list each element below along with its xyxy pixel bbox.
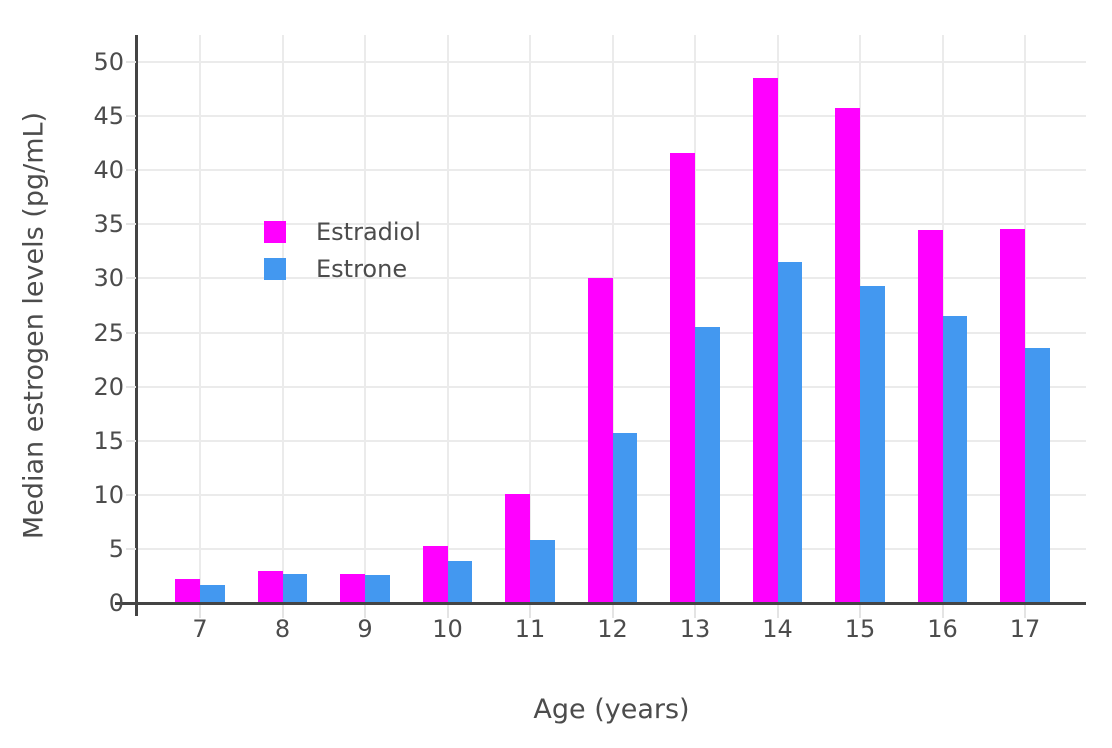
bar-estrone-age-11[interactable]: [530, 540, 555, 603]
y-tick-label-40: 40: [93, 156, 124, 185]
y-tick-label-0: 0: [108, 589, 124, 617]
bar-estradiol-age-11[interactable]: [505, 493, 530, 603]
y-tick-35: [126, 223, 136, 226]
legend-item-estrone[interactable]: Estrone: [264, 250, 421, 287]
bar-estradiol-age-8[interactable]: [257, 570, 283, 603]
gridline-x-11: [529, 35, 531, 603]
x-tick-17: [1024, 605, 1026, 618]
bar-estrone-age-14[interactable]: [777, 262, 803, 603]
x-tick-14: [776, 605, 779, 618]
x-tick-9: [364, 605, 366, 618]
x-tick-label-11: 11: [514, 615, 546, 643]
x-tick-label-17: 17: [1009, 615, 1041, 643]
x-tick-13: [694, 605, 696, 618]
bar-estrone-age-9[interactable]: [365, 574, 390, 603]
x-tick-label-12: 12: [597, 615, 628, 643]
gridline-x-17: [1024, 35, 1026, 603]
y-tick-label-45: 45: [93, 102, 124, 131]
bar-estrone-age-8[interactable]: [282, 573, 308, 603]
y-tick-label-30: 30: [93, 264, 124, 293]
y-tick-20: [126, 385, 136, 388]
y-tick-label-10: 10: [93, 480, 124, 509]
legend-label-estradiol: Estradiol: [316, 217, 421, 246]
bar-estradiol-age-15[interactable]: [835, 107, 860, 603]
y-tick-30: [126, 277, 136, 280]
x-tick-label-15: 15: [844, 615, 876, 643]
y-tick-45: [126, 115, 136, 118]
y-tick-label-50: 50: [93, 48, 124, 77]
x-tick-15: [859, 605, 861, 618]
bar-estrone-age-12[interactable]: [612, 433, 638, 603]
y-axis-title: Median estrogen levels (pg/mL): [18, 111, 50, 540]
y-tick-15: [126, 439, 136, 442]
estrone-swatch-icon: [264, 257, 286, 280]
gridline-x-10: [446, 35, 449, 603]
gridline-x-13: [694, 35, 696, 603]
gridline-x-8: [281, 35, 284, 603]
bar-estradiol-age-12[interactable]: [587, 278, 613, 603]
x-tick-label-8: 8: [274, 615, 291, 643]
x-tick-label-14: 14: [762, 615, 793, 643]
bar-estrone-age-7[interactable]: [200, 584, 225, 603]
y-tick-40: [126, 169, 136, 172]
bar-estrone-age-17[interactable]: [1025, 347, 1050, 603]
y-tick-5: [126, 547, 136, 550]
x-tick-label-16: 16: [927, 615, 958, 643]
bar-estradiol-age-10[interactable]: [422, 545, 448, 603]
x-axis-line: [115, 602, 1086, 605]
bar-estrone-age-10[interactable]: [447, 560, 473, 603]
bar-estradiol-age-9[interactable]: [340, 573, 365, 603]
y-tick-label-35: 35: [93, 210, 124, 239]
gridline-x-12: [611, 35, 614, 603]
y-tick-label-15: 15: [93, 426, 124, 455]
bar-estradiol-age-7[interactable]: [175, 579, 200, 603]
y-tick-label-5: 5: [108, 534, 124, 563]
x-tick-label-13: 13: [679, 615, 711, 643]
x-tick-label-7: 7: [192, 615, 208, 643]
legend-label-estrone: Estrone: [316, 254, 408, 283]
x-tick-11: [529, 605, 531, 618]
gridline-x-7: [199, 35, 201, 603]
x-axis-title: Age (years): [533, 694, 690, 725]
bar-estradiol-age-17[interactable]: [1000, 228, 1025, 603]
bar-estradiol-age-16[interactable]: [917, 229, 943, 603]
y-tick-10: [126, 493, 136, 496]
bar-estradiol-age-14[interactable]: [752, 78, 778, 603]
bar-estrone-age-16[interactable]: [942, 316, 968, 603]
estradiol-swatch-icon: [264, 220, 286, 243]
legend: Estradiol Estrone: [264, 213, 421, 287]
x-tick-label-9: 9: [357, 615, 373, 643]
plot-area: [137, 35, 1086, 603]
gridline-x-9: [364, 35, 366, 603]
y-tick-50: [126, 61, 136, 64]
legend-item-estradiol[interactable]: Estradiol: [264, 213, 421, 250]
x-tick-label-10: 10: [432, 615, 463, 643]
x-tick-12: [611, 605, 614, 618]
y-tick-label-20: 20: [93, 372, 124, 401]
x-tick-10: [446, 605, 449, 618]
x-tick-7: [199, 605, 201, 618]
bar-estradiol-age-13[interactable]: [670, 152, 695, 603]
y-tick-label-25: 25: [93, 318, 124, 347]
y-tick-25: [126, 331, 136, 334]
bar-estrone-age-15[interactable]: [860, 286, 885, 603]
x-tick-8: [281, 605, 284, 618]
x-tick-16: [941, 605, 944, 618]
y-axis-line: [135, 35, 138, 616]
bar-estrone-age-13[interactable]: [695, 327, 720, 603]
